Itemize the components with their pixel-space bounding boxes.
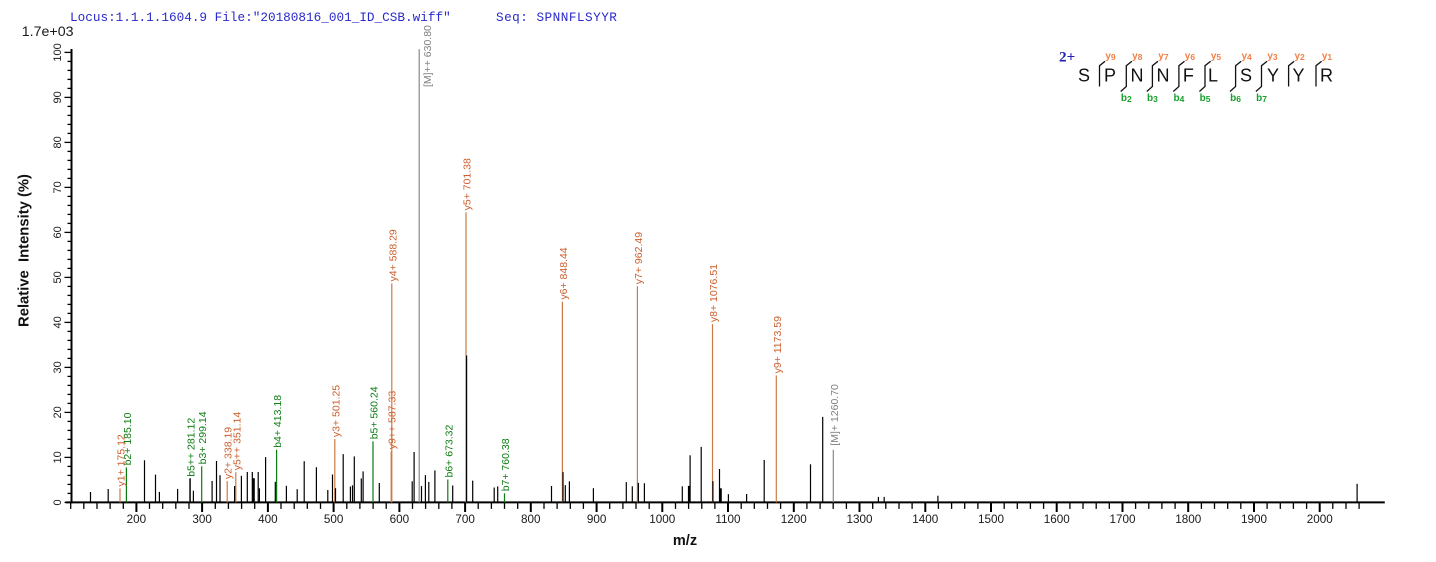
svg-text:y6+ 848.44: y6+ 848.44 xyxy=(558,247,570,299)
svg-text:1.7e+03: 1.7e+03 xyxy=(22,24,74,40)
svg-text:900: 900 xyxy=(587,513,607,526)
svg-text:y3: y3 xyxy=(1267,51,1278,62)
svg-text:y5: y5 xyxy=(1211,51,1222,62)
svg-text:1900: 1900 xyxy=(1241,513,1268,526)
svg-text:y4+ 588.29: y4+ 588.29 xyxy=(387,229,399,281)
svg-text:40: 40 xyxy=(52,316,64,328)
svg-text:300: 300 xyxy=(192,513,212,526)
svg-text:b4+ 413.18: b4+ 413.18 xyxy=(272,395,284,448)
svg-text:500: 500 xyxy=(324,513,344,526)
svg-text:y6: y6 xyxy=(1185,51,1196,62)
svg-text:y9++ 587.33: y9++ 587.33 xyxy=(387,391,399,450)
svg-text:800: 800 xyxy=(521,513,541,526)
svg-text:1200: 1200 xyxy=(781,513,808,526)
svg-text:L: L xyxy=(1208,66,1218,86)
svg-text:b5+ 560.24: b5+ 560.24 xyxy=(369,386,381,439)
svg-text:y1+ 175.12: y1+ 175.12 xyxy=(116,434,128,486)
svg-text:b3: b3 xyxy=(1147,93,1158,104)
svg-text:y5+ 701.38: y5+ 701.38 xyxy=(462,158,474,210)
svg-text:1800: 1800 xyxy=(1175,513,1202,526)
svg-text:1400: 1400 xyxy=(912,513,939,526)
svg-text:y8+ 1076.51: y8+ 1076.51 xyxy=(708,264,720,322)
svg-text:P: P xyxy=(1104,66,1116,86)
svg-text:m/z: m/z xyxy=(673,533,697,549)
svg-text:R: R xyxy=(1320,66,1333,86)
svg-text:700: 700 xyxy=(455,513,475,526)
svg-text:b2+ 185.10: b2+ 185.10 xyxy=(122,412,134,465)
svg-text:y2+ 338.19: y2+ 338.19 xyxy=(223,427,235,479)
svg-text:2000: 2000 xyxy=(1307,513,1334,526)
svg-text:600: 600 xyxy=(390,513,410,526)
svg-text:b4: b4 xyxy=(1173,93,1184,104)
svg-text:y5++ 351.14: y5++ 351.14 xyxy=(231,412,243,471)
svg-text:N: N xyxy=(1131,66,1144,86)
svg-text:b7+ 760.38: b7+ 760.38 xyxy=(500,438,512,491)
svg-text:F: F xyxy=(1183,66,1194,86)
svg-text:y8: y8 xyxy=(1132,51,1143,62)
svg-text:b6: b6 xyxy=(1230,93,1241,104)
svg-text:30: 30 xyxy=(52,361,64,373)
svg-text:b6+ 673.32: b6+ 673.32 xyxy=(443,424,455,477)
svg-text:0: 0 xyxy=(52,499,64,505)
svg-text:70: 70 xyxy=(52,181,64,193)
svg-text:80: 80 xyxy=(52,136,64,148)
svg-text:N: N xyxy=(1157,66,1170,86)
svg-text:b7: b7 xyxy=(1256,93,1267,104)
svg-text:y7+ 962.49: y7+ 962.49 xyxy=(633,232,645,284)
svg-text:y2: y2 xyxy=(1294,51,1305,62)
svg-text:y9: y9 xyxy=(1105,51,1116,62)
svg-text:[M]+ 1260.70: [M]+ 1260.70 xyxy=(829,384,841,446)
svg-text:y4: y4 xyxy=(1241,51,1252,62)
svg-text:Locus:1.1.1.1604.9 File:"20180: Locus:1.1.1.1604.9 File:"20180816_001_ID… xyxy=(70,10,451,25)
svg-text:90: 90 xyxy=(52,91,64,103)
svg-text:2+: 2+ xyxy=(1059,48,1075,65)
svg-text:b2: b2 xyxy=(1121,93,1132,104)
svg-text:Seq: SPNNFLSYYR: Seq: SPNNFLSYYR xyxy=(496,10,617,25)
svg-text:b5: b5 xyxy=(1200,93,1211,104)
svg-text:400: 400 xyxy=(258,513,278,526)
svg-text:1700: 1700 xyxy=(1109,513,1136,526)
svg-text:S: S xyxy=(1078,66,1090,86)
svg-text:y1: y1 xyxy=(1322,51,1333,62)
svg-text:Relative Intensity (%): Relative Intensity (%) xyxy=(17,174,33,327)
svg-text:1300: 1300 xyxy=(846,513,873,526)
svg-text:b5++ 281.12: b5++ 281.12 xyxy=(185,418,197,477)
svg-text:200: 200 xyxy=(127,513,147,526)
svg-text:20: 20 xyxy=(52,406,64,418)
svg-text:1100: 1100 xyxy=(715,513,741,526)
svg-text:Y: Y xyxy=(1292,66,1304,86)
svg-text:1000: 1000 xyxy=(649,513,676,526)
svg-text:S: S xyxy=(1240,66,1252,86)
svg-text:[M]++ 630.80: [M]++ 630.80 xyxy=(422,25,434,87)
svg-text:b3+ 299.14: b3+ 299.14 xyxy=(197,411,209,464)
svg-text:1500: 1500 xyxy=(978,513,1005,526)
svg-text:y3+ 501.25: y3+ 501.25 xyxy=(330,385,342,437)
svg-text:100: 100 xyxy=(52,43,64,61)
svg-text:Y: Y xyxy=(1267,66,1279,86)
svg-text:50: 50 xyxy=(52,271,64,283)
svg-text:60: 60 xyxy=(52,226,64,238)
svg-text:1600: 1600 xyxy=(1044,513,1071,526)
svg-text:y9+ 1173.59: y9+ 1173.59 xyxy=(772,316,784,373)
svg-text:10: 10 xyxy=(52,451,64,463)
svg-text:y7: y7 xyxy=(1158,51,1169,62)
